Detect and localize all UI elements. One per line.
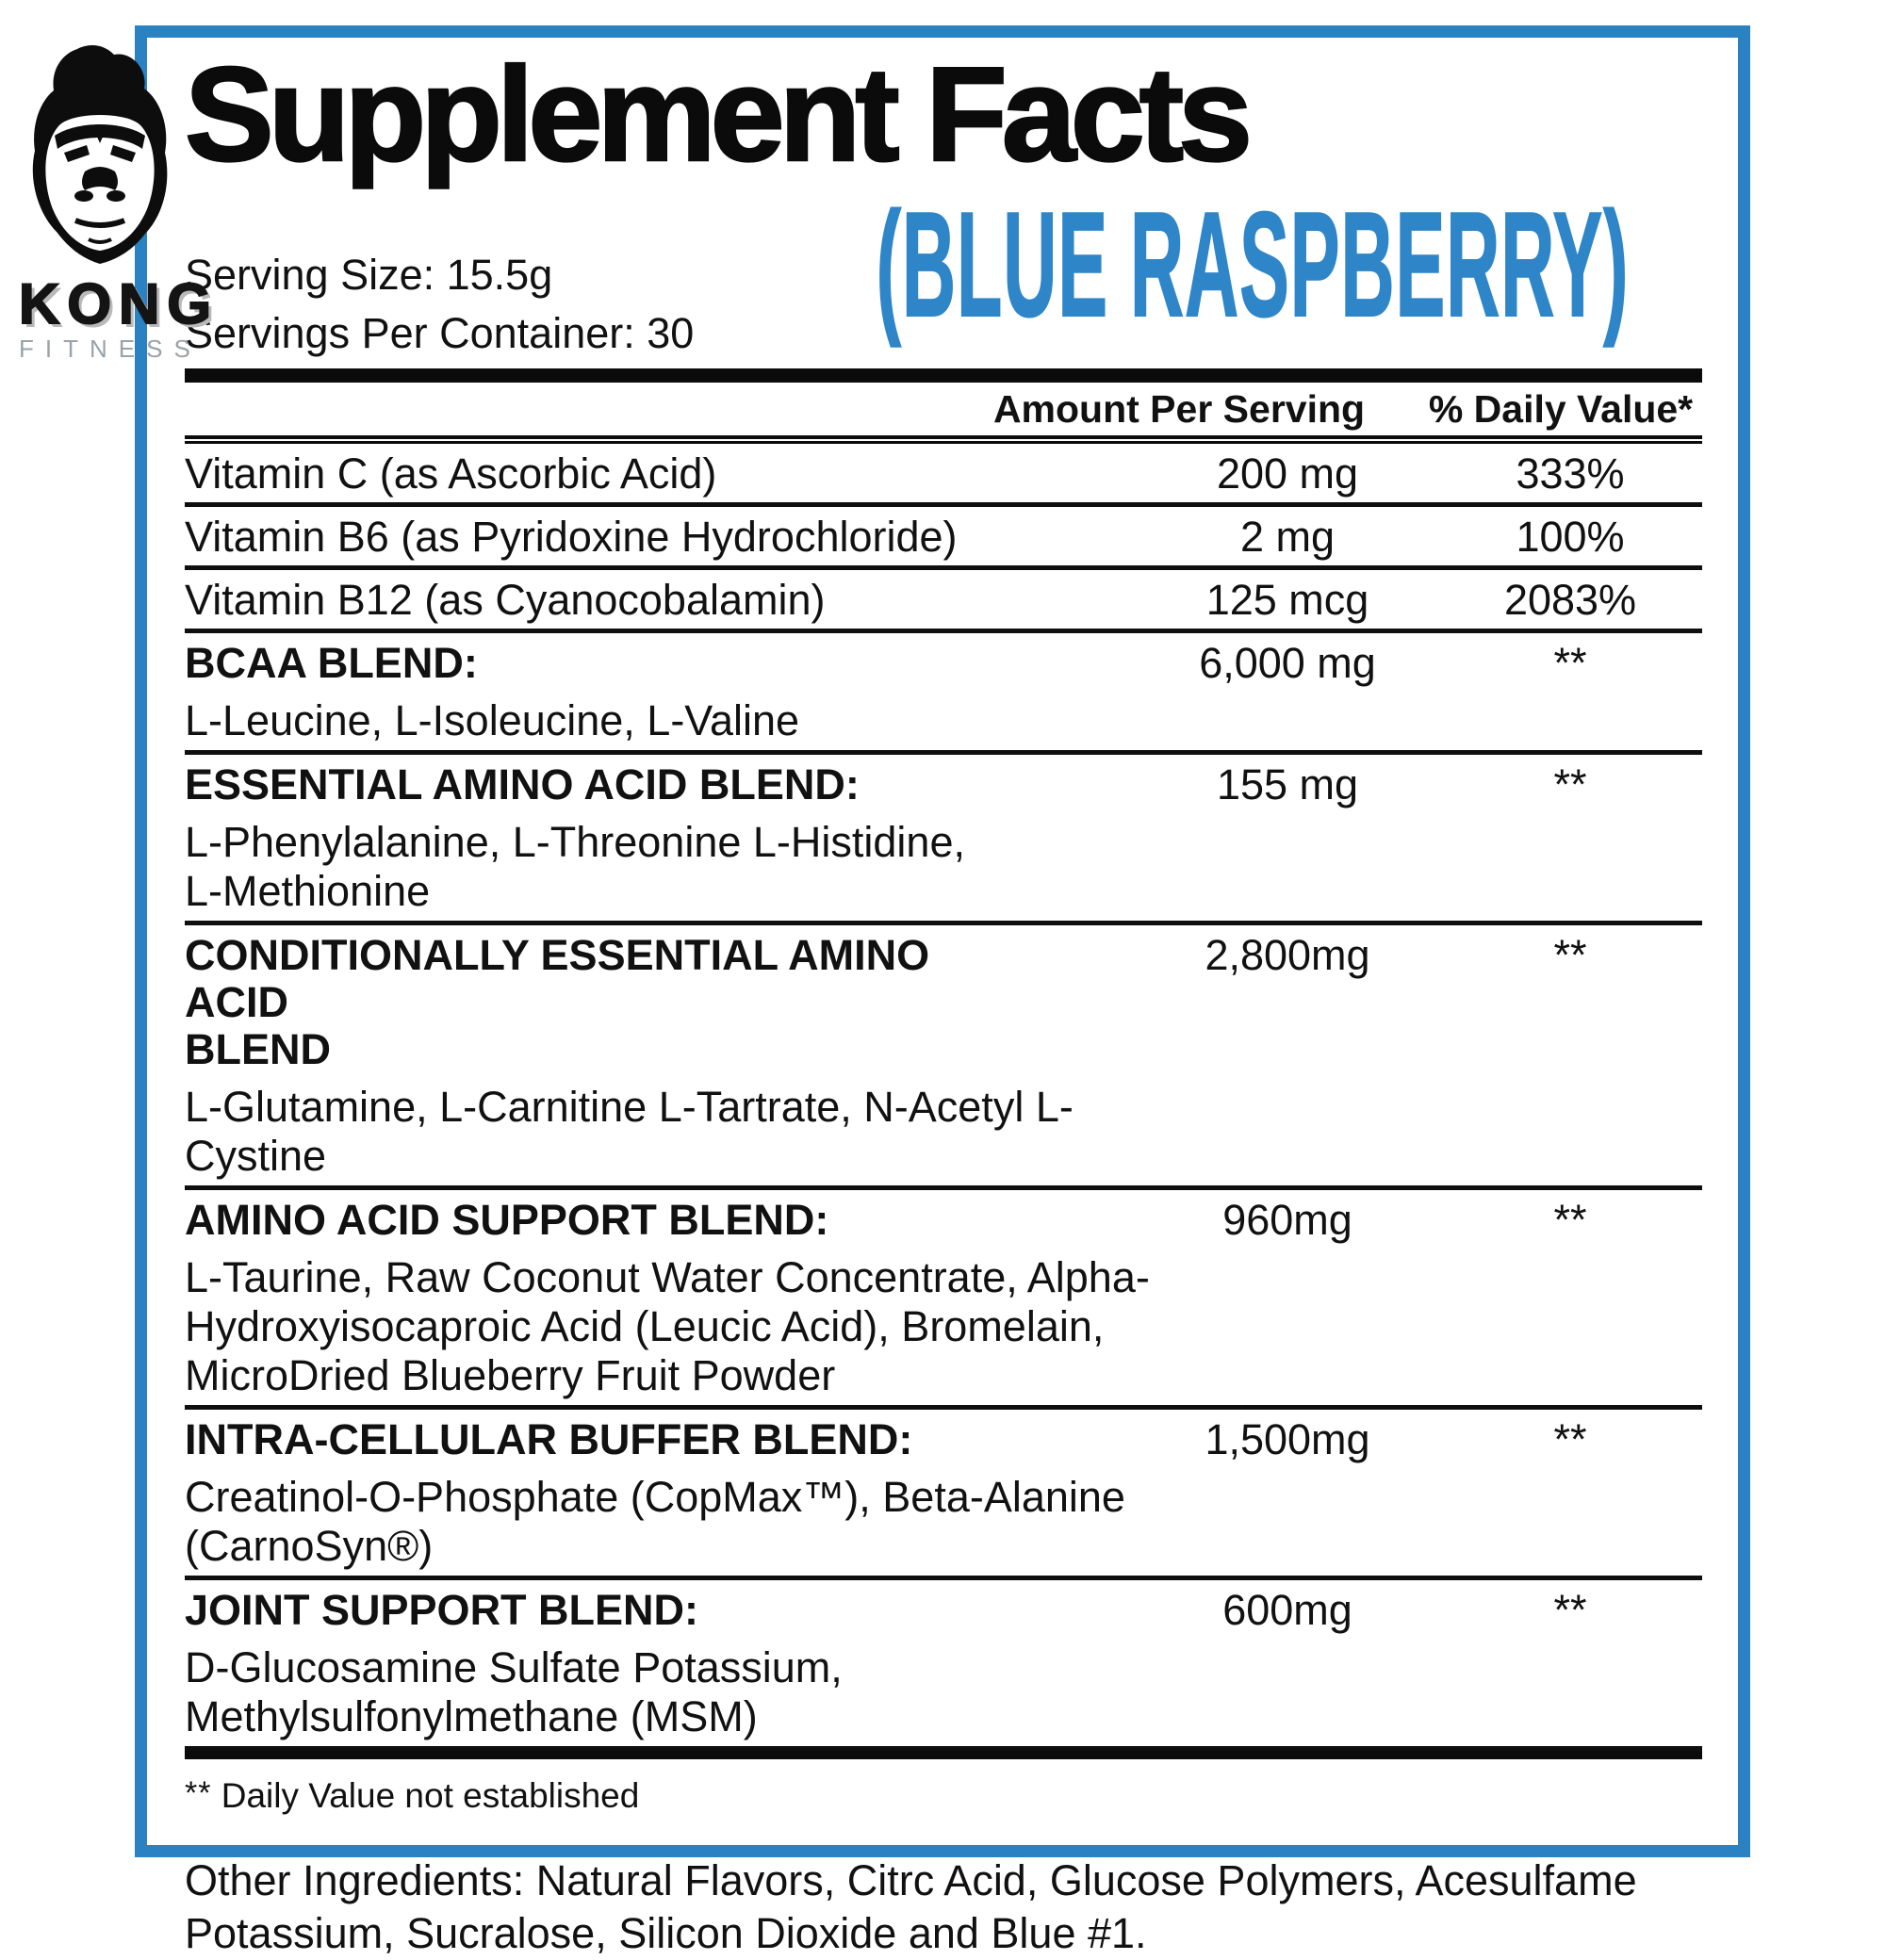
footnote: ** Daily Value not established: [185, 1772, 1702, 1817]
row-daily-value: **: [1553, 931, 1587, 979]
row-amount: 2 mg: [1239, 513, 1336, 561]
footnote-marks: **: [185, 1775, 212, 1811]
table-header: Amount Per Serving % Daily Value*: [185, 383, 1702, 435]
table-row: ESSENTIAL AMINO ACID BLEND: 155 mg ** L-…: [185, 755, 1702, 925]
serving-size: Serving Size: 15.5g: [185, 251, 553, 299]
column-header-amount: Amount Per Serving: [992, 387, 1366, 431]
row-ingredients: Creatinol-O-Phosphate (CopMax™), Beta-Al…: [185, 1473, 1125, 1570]
row-name: JOINT SUPPORT BLEND:: [185, 1586, 699, 1634]
label-border-box: (BLUE RASPBERRY) Supplement Facts Servin…: [135, 25, 1750, 1957]
row-ingredients: L-Leucine, L-Isoleucine, L-Valine: [185, 696, 800, 744]
table-row: CONDITIONALLY ESSENTIAL AMINO ACID BLEND…: [185, 925, 1702, 1190]
row-name: CONDITIONALLY ESSENTIAL AMINO ACID BLEND: [185, 931, 930, 1073]
row-name: AMINO ACID SUPPORT BLEND:: [185, 1196, 829, 1244]
row-name: Vitamin B12 (as Cyanocobalamin): [185, 576, 826, 624]
table-row: INTRA-CELLULAR BUFFER BLEND: 1,500mg ** …: [185, 1410, 1702, 1580]
row-amount: 155 mg: [1216, 760, 1359, 808]
divider-double: [185, 435, 1702, 444]
divider-medium: [185, 1751, 1702, 1759]
label-content: Supplement Facts Serving Size: 15.5g Ser…: [184, 38, 1702, 1960]
row-name: Vitamin C (as Ascorbic Acid): [185, 449, 717, 498]
column-header-daily-value: % Daily Value*: [1428, 387, 1694, 431]
row-amount: 2,800mg: [1205, 931, 1370, 979]
row-amount: 1,500mg: [1205, 1415, 1370, 1463]
row-ingredients: D-Glucosamine Sulfate Potassium, Methyls…: [185, 1643, 843, 1740]
row-amount: 200 mg: [1216, 449, 1359, 498]
table-row: Vitamin B12 (as Cyanocobalamin) 125 mcg …: [185, 570, 1702, 633]
footnote-text: Daily Value not established: [221, 1776, 640, 1815]
row-amount: 6,000 mg: [1199, 639, 1376, 687]
row-daily-value: **: [1553, 1415, 1587, 1463]
table-row: Vitamin B6 (as Pyridoxine Hydrochloride)…: [185, 507, 1702, 570]
divider-thick: [185, 368, 1702, 383]
brand-wordmark: KONG: [18, 272, 219, 335]
table-row: BCAA BLEND: 6,000 mg ** L-Leucine, L-Iso…: [185, 633, 1702, 755]
row-ingredients: L-Taurine, Raw Coconut Water Concentrate…: [185, 1253, 1150, 1399]
flavor-name: (BLUE RASPBERRY): [876, 182, 1629, 348]
row-daily-value: **: [1553, 1586, 1587, 1634]
row-ingredients: L-Glutamine, L-Carnitine L-Tartrate, N-A…: [185, 1083, 1074, 1180]
serving-info: Serving Size: 15.5g Servings Per Contain…: [185, 246, 1702, 363]
row-amount: 125 mcg: [1205, 576, 1369, 624]
supplement-label-page: KONG FITNESS (BLUE RASPBERRY) Supplement…: [18, 25, 1750, 1957]
brand-logo: KONG FITNESS: [18, 40, 226, 363]
row-daily-value: 100%: [1516, 513, 1625, 561]
table-row: JOINT SUPPORT BLEND: 600mg ** D-Glucosam…: [185, 1580, 1702, 1751]
row-name: Vitamin B6 (as Pyridoxine Hydrochloride): [185, 513, 958, 561]
row-ingredients: L-Phenylalanine, L-Threonine L-Histidine…: [185, 818, 965, 915]
row-name: ESSENTIAL AMINO ACID BLEND:: [185, 760, 860, 808]
brand-tagline: FITNESS: [19, 335, 202, 363]
row-name: INTRA-CELLULAR BUFFER BLEND:: [185, 1415, 913, 1463]
servings-per-container: Servings Per Container: 30: [185, 309, 695, 357]
row-name: BCAA BLEND:: [185, 639, 478, 687]
other-ingredients: Other Ingredients: Natural Flavors, Citr…: [185, 1856, 1637, 1957]
row-daily-value: 333%: [1516, 449, 1625, 498]
row-amount: 960mg: [1222, 1196, 1352, 1244]
row-amount: 600mg: [1222, 1586, 1352, 1634]
row-daily-value: 2083%: [1503, 576, 1637, 624]
page-title: Supplement Facts: [184, 40, 1254, 189]
gorilla-icon: [32, 45, 168, 265]
table-row: AMINO ACID SUPPORT BLEND: 960mg ** L-Tau…: [185, 1190, 1702, 1410]
table-row: Vitamin C (as Ascorbic Acid) 200 mg 333%: [185, 444, 1702, 507]
row-daily-value: **: [1553, 639, 1587, 687]
row-daily-value: **: [1553, 1196, 1587, 1244]
row-daily-value: **: [1553, 760, 1587, 808]
